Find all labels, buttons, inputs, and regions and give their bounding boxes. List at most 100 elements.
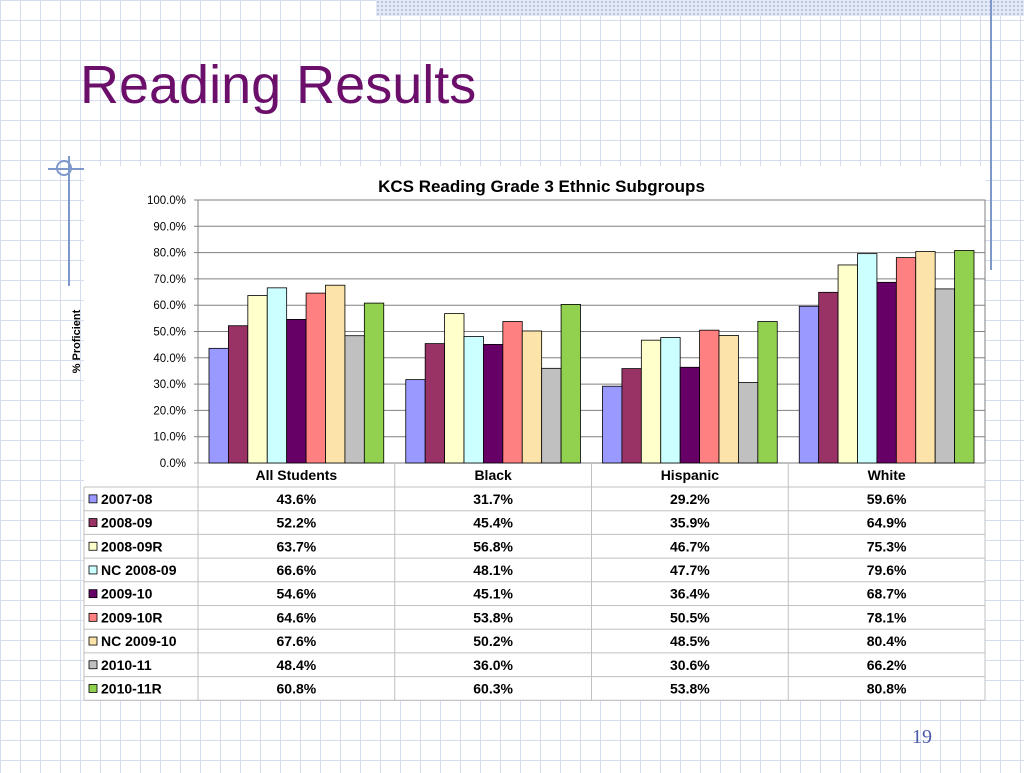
legend-label: 2010-11R [101,680,162,696]
y-tick-label: 50.0% [153,327,186,339]
data-table-value: 79.6% [867,562,907,578]
bar [954,250,975,464]
decorative-vertical-rule [68,156,70,286]
slide-title: Reading Results [80,55,477,115]
bar [679,366,700,464]
bar [718,335,739,464]
data-table-value: 52.2% [277,515,317,531]
bar [424,343,445,464]
legend-label: 2007-08 [101,491,153,507]
bar [798,305,820,464]
y-tick-label: 90.0% [153,221,186,233]
bar [621,368,642,464]
bar [699,329,720,464]
bar [363,302,385,464]
legend-key [88,612,98,622]
data-table-value: 67.6% [277,633,317,649]
bar [483,343,504,464]
right-decorative-line [990,0,992,270]
bar [934,288,955,464]
legend-key [88,636,98,646]
chart-title: KCS Reading Grade 3 Ethnic Subgroups [378,177,705,196]
y-tick-label: 80.0% [153,248,186,260]
x-tick-label: Black [474,467,512,483]
data-table-value: 64.9% [867,515,907,531]
data-table-value: 36.4% [670,586,710,602]
bar [325,284,346,464]
bar [560,304,581,464]
data-table-value: 45.1% [473,586,513,602]
legend-key [88,541,98,551]
legend-key [88,565,98,575]
data-table-value: 64.6% [277,609,317,625]
data-table-value: 60.3% [473,680,513,696]
data-table-value: 48.1% [473,562,513,578]
decorative-circle [56,160,72,176]
data-table-value: 46.7% [670,538,710,554]
legend-label: 2009-10 [101,586,153,602]
bar [915,251,936,464]
y-tick-label: 30.0% [153,379,186,391]
bar [602,385,623,464]
bar [208,347,229,464]
data-table-value: 75.3% [867,538,907,554]
bar [247,295,268,464]
top-decorative-band [376,0,1024,16]
legend-label: NC 2008-09 [101,562,177,578]
y-tick-label: 100.0% [147,195,186,207]
data-table-value: 54.6% [277,586,317,602]
bar [305,292,326,464]
bar [640,339,662,464]
page-number: 19 [912,726,932,748]
bar [757,321,778,464]
data-table-value: 36.0% [473,657,513,673]
data-table-value: 35.9% [670,515,710,531]
data-table-value: 30.6% [670,657,710,673]
data-table-value: 43.6% [277,491,317,507]
bar [502,321,523,464]
data-table-value: 56.8% [473,538,513,554]
y-tick-label: 10.0% [153,432,186,444]
y-tick-label: 20.0% [153,405,186,417]
data-table-value: 66.6% [277,562,317,578]
data-table-value: 48.5% [670,633,710,649]
bar [463,336,484,464]
bar [738,382,759,464]
legend-key [88,518,98,527]
data-table-value: 53.8% [670,680,710,696]
y-axis-label: % Proficient [71,309,83,373]
bar [857,253,878,464]
bar [895,257,917,464]
data-table-value: 78.1% [867,609,907,625]
bar [876,281,897,464]
x-tick-label: All Students [256,467,338,483]
y-tick-label: 70.0% [153,274,186,286]
x-tick-label: White [868,467,906,483]
bar [521,330,543,464]
data-table-value: 80.8% [867,680,907,696]
bar [405,379,426,464]
data-table-value: 29.2% [670,491,710,507]
data-table-value: 50.5% [670,609,710,625]
bar [660,337,681,464]
bar [818,291,839,464]
legend-label: 2009-10R [101,609,163,625]
bar [228,325,249,464]
data-table-value: 60.8% [277,680,317,696]
data-table-value: 68.7% [867,586,907,602]
legend-label: NC 2009-10 [101,633,177,649]
bar [444,313,465,464]
data-table-value: 47.7% [670,562,710,578]
legend-key [88,684,98,693]
legend-label: 2008-09 [101,515,153,531]
legend-label: 2008-09R [101,538,163,554]
data-table-value: 45.4% [473,515,513,531]
bar [837,264,858,464]
y-tick-label: 40.0% [153,353,186,365]
data-table-value: 66.2% [867,657,907,673]
data-table-value: 59.6% [867,491,907,507]
legend-key [88,494,98,504]
data-table-value: 80.4% [867,633,907,649]
